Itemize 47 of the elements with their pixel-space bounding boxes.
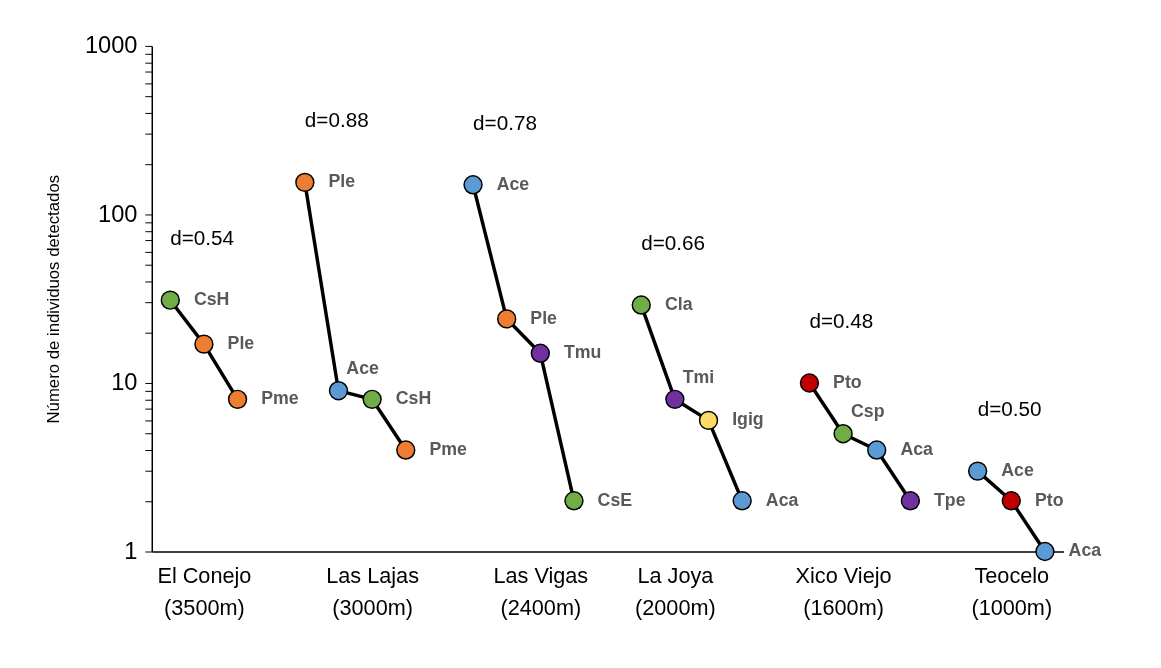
point: [227, 389, 248, 409]
data-label: Pme: [261, 388, 299, 409]
x-tick-label: El Conejo (3500m): [157, 562, 252, 621]
data-label: Aca: [1068, 540, 1102, 561]
x-tick-label: Las Lajas (3000m): [326, 562, 420, 621]
text: d=0.78: [473, 110, 537, 134]
data-label: Cla: [664, 293, 693, 314]
data-label: Ple: [530, 307, 558, 328]
data-label: Tmu: [563, 342, 602, 363]
point: [295, 172, 315, 193]
y-tick-label: 100: [98, 200, 138, 227]
x-tick-label: La Joya (2000m): [635, 562, 716, 621]
text: d=0.54: [170, 225, 235, 249]
y-tick-label: 1: [124, 537, 138, 564]
x-tick-label: Teocelo (1000m): [971, 562, 1053, 621]
data-label: Igig: [732, 409, 764, 430]
text: d=0.48: [809, 308, 874, 332]
data-label: CsH: [193, 289, 230, 310]
x-tick-label: Las Vigas (2400m): [493, 562, 589, 621]
text: d=0.88: [304, 108, 369, 132]
data-label: Ace: [346, 357, 380, 378]
point: [799, 373, 820, 393]
data-label: Pme: [429, 438, 468, 459]
data-label: Csp: [850, 400, 885, 421]
y-axis-title: Número de individuos detectados: [44, 174, 64, 424]
text: d=0.50: [977, 396, 1042, 420]
y-tick-label: 1000: [84, 32, 138, 59]
data-label: Ace: [1001, 460, 1034, 481]
point: [396, 440, 416, 460]
data-label: CsE: [597, 489, 633, 510]
data-label: CsH: [395, 388, 432, 409]
data-label: Ple: [328, 171, 356, 192]
point: [698, 410, 719, 431]
data-label: Tmi: [682, 366, 715, 387]
data-label: Aca: [900, 438, 934, 459]
data-label: Pto: [833, 371, 862, 392]
data-label: Ace: [496, 173, 530, 194]
point: [194, 334, 214, 354]
data-label: Ple: [227, 333, 255, 354]
data-label: Tpe: [934, 489, 966, 510]
text: d=0.66: [641, 230, 706, 254]
y-tick-label: 10: [111, 369, 138, 396]
point: [1035, 541, 1055, 562]
x-tick-label: Xico Viejo (1600m): [795, 562, 892, 621]
data-label: Aca: [765, 489, 799, 510]
data-label: Pto: [1034, 489, 1064, 510]
point: [967, 461, 988, 481]
